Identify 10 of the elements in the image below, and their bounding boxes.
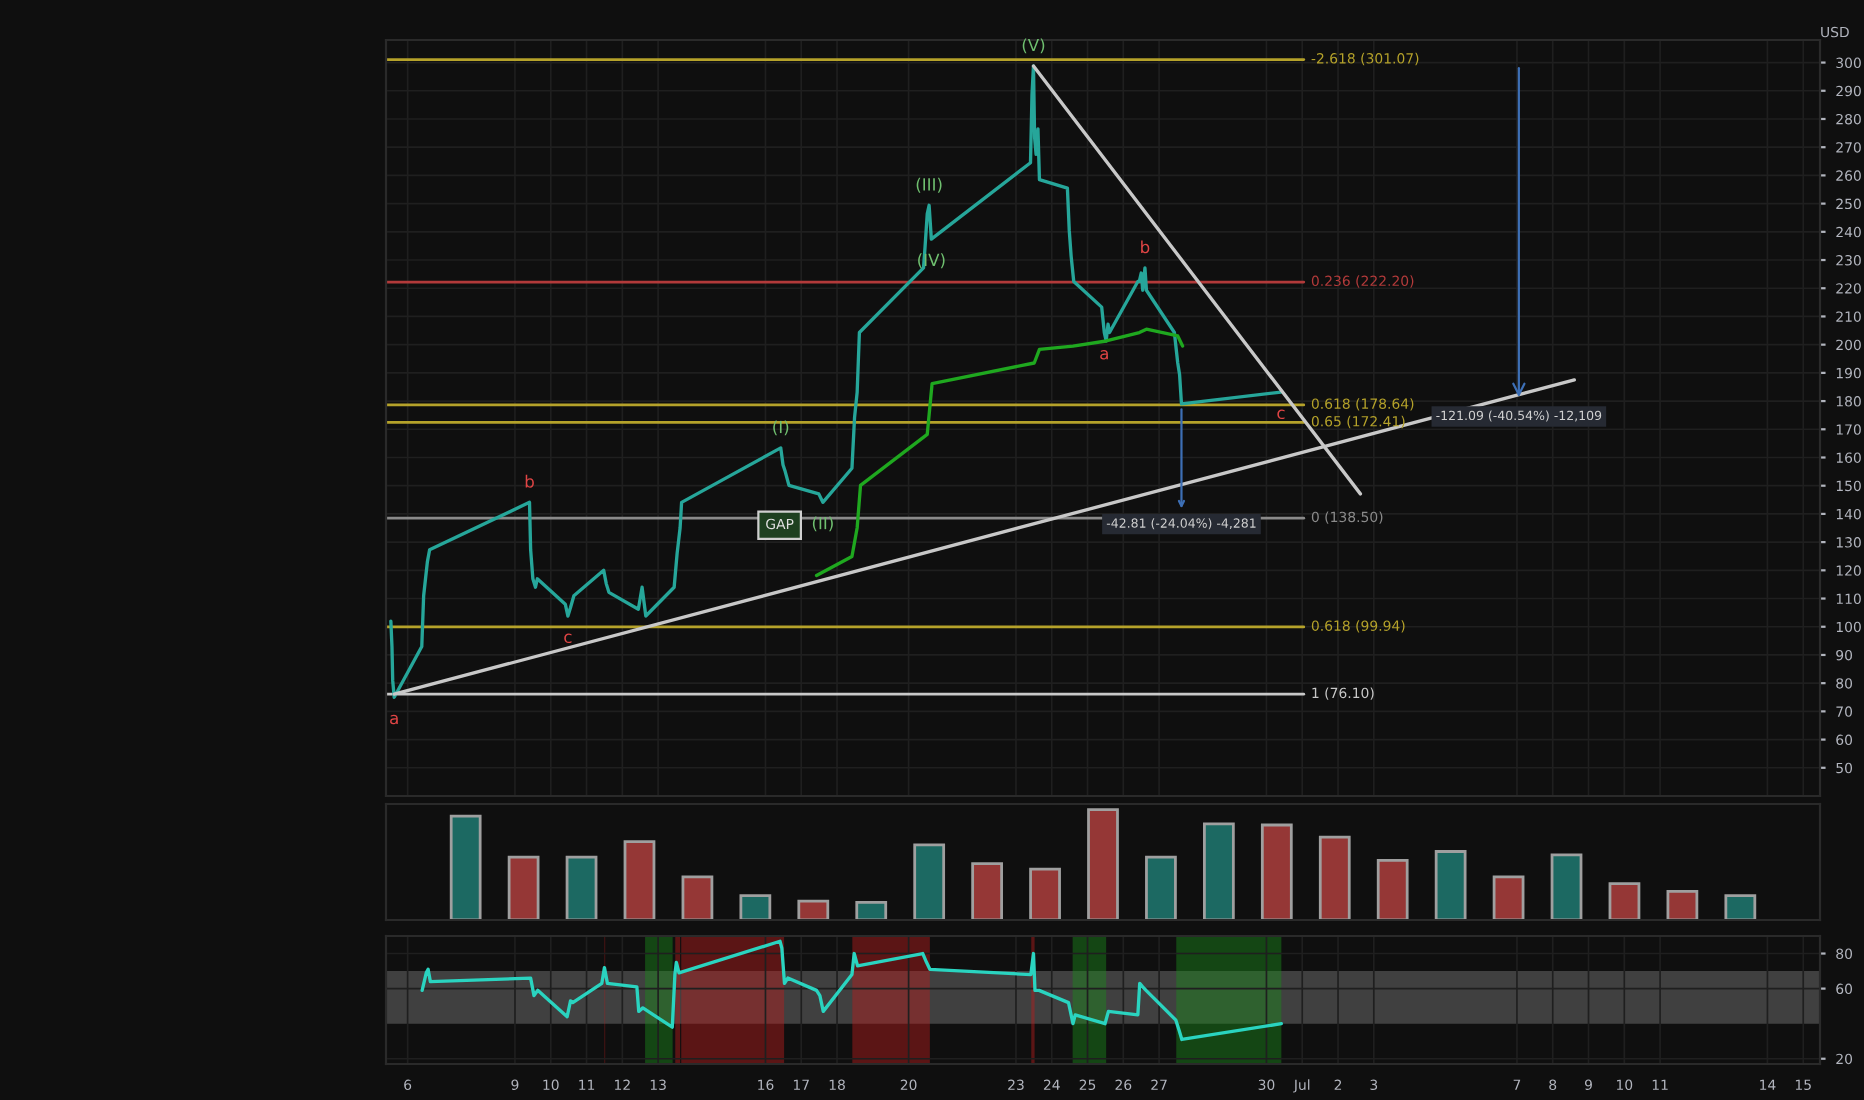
annotation: a: [390, 714, 398, 725]
annotation: (I): [773, 420, 789, 436]
annotation: b: [525, 474, 534, 488]
annotation: (V): [1022, 38, 1045, 54]
annotation: c: [564, 633, 572, 644]
annotation: a: [1100, 350, 1108, 360]
annotation: c: [1277, 409, 1285, 420]
annotation: (II): [812, 516, 833, 532]
annotation: (III): [916, 177, 942, 193]
annotation: b: [1141, 240, 1150, 254]
